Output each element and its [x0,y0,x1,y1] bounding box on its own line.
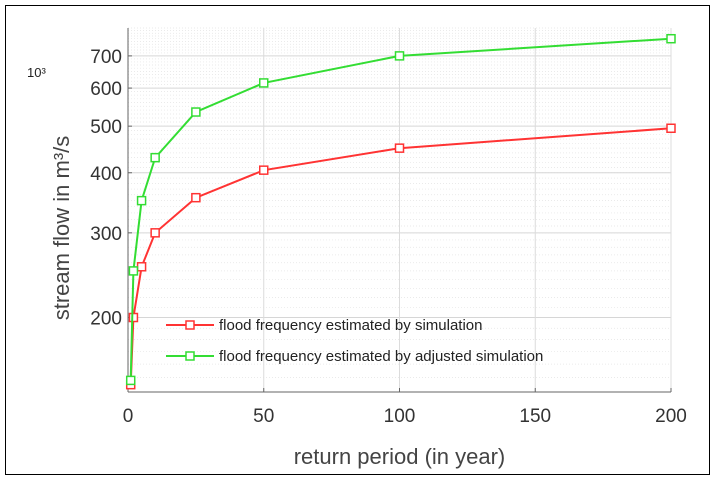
y-tick-label: 300 [90,224,122,245]
legend: flood frequency estimated by simulation f… [166,317,543,365]
data-point [259,78,269,88]
data-point [136,195,147,206]
legend-label: flood frequency estimated by adjusted si… [219,348,543,365]
x-axis-title: return period (in year) [294,444,506,469]
y-axis-title: stream flow in m³/s [49,136,74,321]
data-point [666,123,676,134]
data-point [666,33,676,44]
data-point [394,51,405,61]
x-tick-label: 50 [253,406,274,427]
data-point [128,312,139,323]
y-tick-label: 500 [90,117,122,138]
x-tick-label: 100 [384,406,416,427]
data-point [150,152,160,163]
data-point [128,266,139,276]
legend-marker [185,320,195,330]
series-line-1 [129,127,672,385]
chart-frame: 0 50 100 150 200 200 300 400 500 600 700 flood fre… [5,5,710,475]
data-point [259,165,269,175]
y-tick-label: 700 [90,47,122,68]
axes: 0 50 100 150 200 200 300 400 500 600 700 [90,28,687,427]
data-point [136,262,147,272]
x-tick-label: 200 [655,406,687,427]
data-point [191,107,201,117]
x-tick-label: 0 [123,406,134,427]
line-chart: 0 50 100 150 200 200 300 400 500 600 700 flood fre… [27,27,687,469]
data-point [394,143,405,153]
y-tick-label: 600 [90,79,122,100]
data-point [125,375,136,386]
y-axis-exponent: 10³ [27,65,46,80]
series-line-2 [129,37,672,381]
series-layer [125,33,676,390]
legend-label: flood frequency estimated by simulation [219,317,482,334]
y-tick-label: 200 [90,309,122,330]
grid [127,27,672,392]
data-point [191,192,201,203]
x-tick-label: 150 [519,406,551,427]
legend-marker [185,351,195,361]
data-point [150,228,160,238]
y-tick-label: 400 [90,164,122,185]
